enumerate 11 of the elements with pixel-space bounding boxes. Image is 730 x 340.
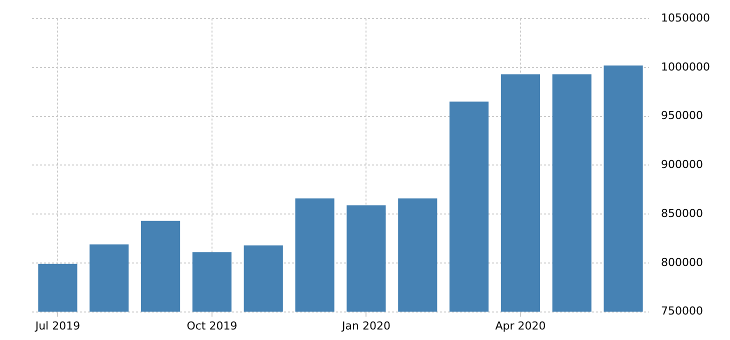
x-tick-label: Oct 2019 (186, 319, 238, 332)
x-tick-label: Jul 2019 (34, 319, 80, 332)
y-tick-label: 800000 (661, 256, 704, 269)
x-tick-label: Apr 2020 (495, 319, 546, 332)
y-tick-label: 1000000 (661, 60, 710, 74)
x-tick-label: Jan 2020 (340, 319, 390, 332)
y-tick-label: 850000 (661, 206, 704, 220)
y-tick-label: 950000 (661, 109, 704, 122)
y-tick-label: 1050000 (661, 11, 710, 24)
y-tick-label: 900000 (661, 158, 704, 172)
y-tick-label: 750000 (661, 304, 704, 318)
